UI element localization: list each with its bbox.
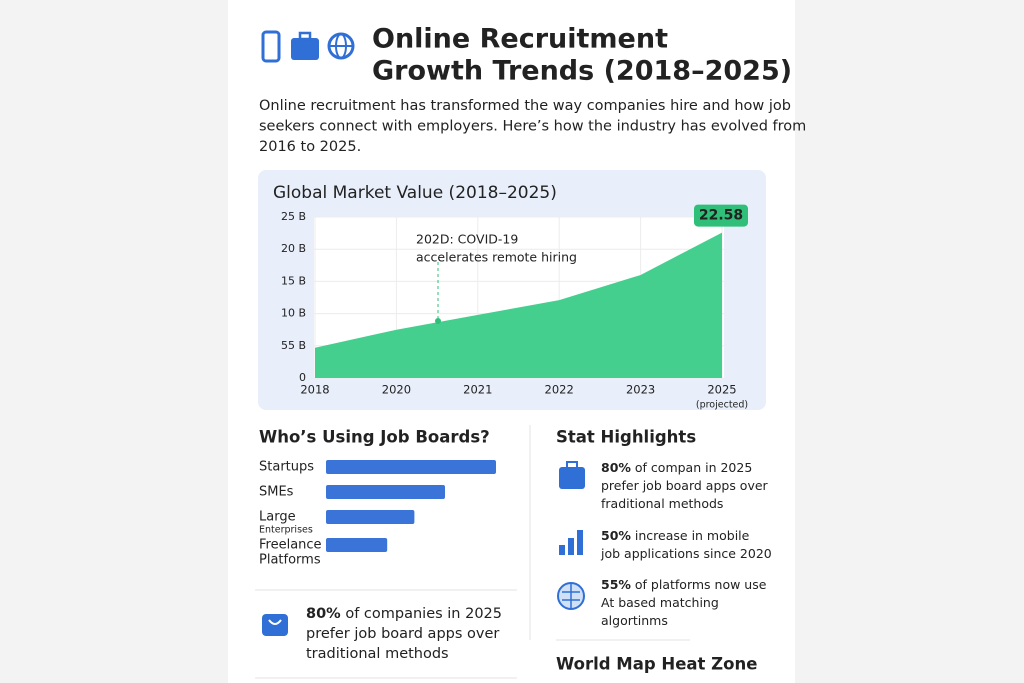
bar-label: Freelance (259, 538, 322, 553)
bar-label: Large (259, 510, 296, 525)
annotation: accelerates remote hiring (416, 250, 577, 265)
bar (326, 460, 496, 474)
bar-label: SMEs (259, 485, 294, 500)
stat-text: prefer job board apps over (601, 478, 769, 493)
y-tick-label: 20 B (281, 242, 306, 255)
stat-value: 80% (306, 606, 341, 622)
stat-line: prefer job board apps over (306, 626, 499, 642)
stat-text: fraditional methods (601, 496, 723, 511)
x-tick-label: 2018 (300, 383, 329, 397)
y-tick-label: 0 (299, 371, 306, 384)
stat-text: 80% of compan in 2025 (601, 460, 752, 475)
section-title: Who’s Using Job Boards? (259, 428, 490, 447)
x-tick-label: 2023 (626, 383, 655, 397)
area (315, 232, 722, 378)
y-tick-label: 55 B (281, 339, 306, 352)
bar-label: Enterprises (259, 525, 313, 536)
intro-text: Online recruitment has transformed the w… (259, 98, 791, 114)
stat-text: prefer job board apps over (306, 626, 499, 642)
stat-line: traditional methods (306, 646, 449, 662)
stat-line: job applications since 2020 (600, 546, 772, 561)
stat-line: of companies in 2025 (345, 606, 502, 622)
bar-label: Platforms (259, 553, 321, 568)
bar (326, 485, 445, 499)
x-tick-label: 2022 (545, 383, 574, 397)
stat-value: 50% (601, 528, 631, 543)
title: Growth Trends (2018–2025) (372, 56, 792, 87)
stat-line: of platforms now use (635, 577, 767, 592)
x-note: (projected) (696, 400, 748, 411)
stat-text: 55% of platforms now use (601, 577, 767, 592)
stat-icons (557, 461, 585, 610)
bar (326, 538, 388, 552)
stat-text: At based matching (601, 595, 719, 610)
stat-line: algortinms (601, 613, 668, 628)
stat-line: At based matching (601, 595, 719, 610)
annotation: 202D: COVID-19 (416, 232, 518, 247)
stat-line: fraditional methods (601, 496, 723, 511)
stat-text: 80% of companies in 2025 (306, 606, 502, 622)
stat-text: algortinms (601, 613, 668, 628)
stat-text: 50% increase in mobile (601, 528, 750, 543)
annotation-dot (435, 318, 441, 324)
stat-text: traditional methods (306, 646, 449, 662)
title: Online Recruitment (372, 24, 668, 55)
y-tick-label: 15 B (281, 274, 306, 287)
y-tick-label: 25 B (281, 210, 306, 223)
y-tick-label: 10 B (281, 307, 306, 320)
stat-line: increase in mobile (635, 528, 750, 543)
stat-text: job applications since 2020 (600, 546, 772, 561)
section-title: Stat Highlights (556, 428, 696, 447)
stat-value: 55% (601, 577, 631, 592)
intro-text: seekers connect with employers. Here’s h… (259, 119, 806, 135)
value-label: 22.58 (699, 208, 743, 224)
value-badge (694, 204, 748, 227)
bar-label: Startups (259, 460, 314, 475)
callout-icon (262, 614, 288, 636)
stat-line: of compan in 2025 (635, 460, 752, 475)
intro-text: 2016 to 2025. (259, 139, 361, 155)
chart-title: Global Market Value (2018–2025) (273, 183, 557, 203)
x-tick-label: 2025 (707, 383, 736, 397)
header-icons (261, 30, 355, 63)
x-tick-label: 2021 (463, 383, 492, 397)
bar (326, 510, 415, 524)
stat-line: prefer job board apps over (601, 478, 769, 493)
x-tick-label: 2020 (382, 383, 411, 397)
stat-value: 80% (601, 460, 631, 475)
section-title: World Map Heat Zone (556, 655, 757, 674)
